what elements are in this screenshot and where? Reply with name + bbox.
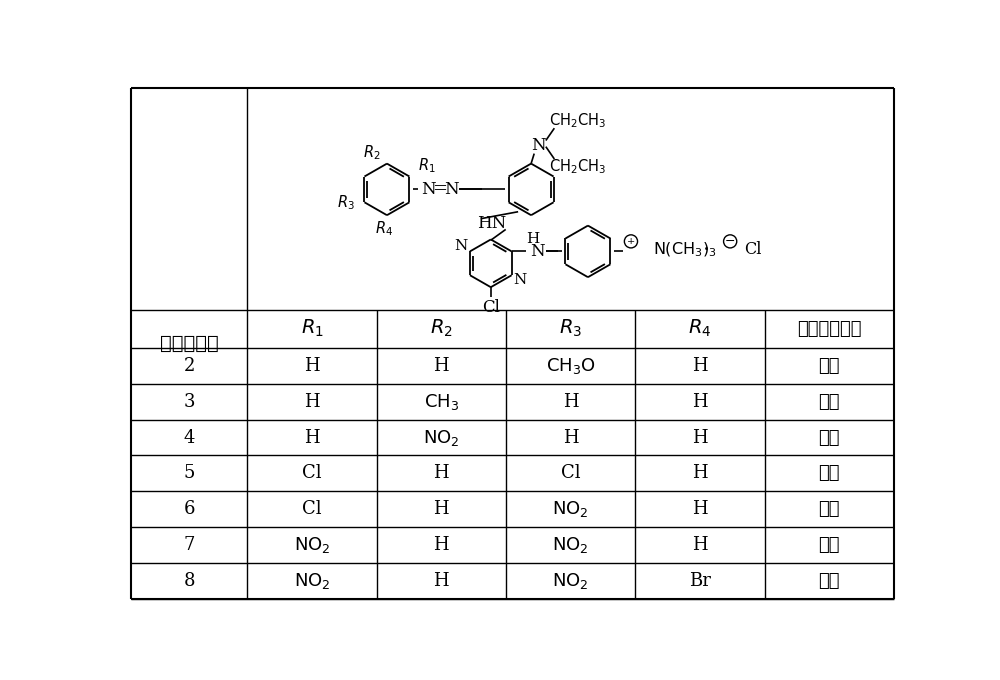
Text: H: H (563, 393, 578, 411)
Text: =: = (433, 180, 448, 198)
Text: $\mathrm{NO_2}$: $\mathrm{NO_2}$ (552, 571, 589, 591)
Text: N: N (444, 181, 459, 198)
Text: $\mathrm{CH_2CH_3}$: $\mathrm{CH_2CH_3}$ (549, 111, 606, 130)
Text: 黄色: 黄色 (818, 428, 840, 447)
Text: $R_3$: $R_3$ (559, 318, 582, 339)
Text: $\mathrm{CH_3}$: $\mathrm{CH_3}$ (424, 392, 459, 411)
Text: 羊毛上的颜色: 羊毛上的颜色 (797, 320, 861, 338)
Text: $R_2$: $R_2$ (363, 143, 380, 162)
Text: 实施例编号: 实施例编号 (160, 334, 219, 353)
Text: H: H (692, 536, 708, 554)
Text: H: H (563, 428, 578, 447)
Text: H: H (304, 428, 320, 447)
Text: $\mathrm{NO_2}$: $\mathrm{NO_2}$ (552, 535, 589, 555)
Text: $\mathrm{CH_3O}$: $\mathrm{CH_3O}$ (546, 356, 596, 376)
Text: $R_1$: $R_1$ (418, 156, 435, 175)
Text: H: H (692, 428, 708, 447)
Text: N: N (530, 243, 544, 260)
Text: 紫色: 紫色 (818, 500, 840, 518)
Text: H: H (304, 357, 320, 375)
Text: $R_4$: $R_4$ (375, 220, 393, 239)
Text: N: N (532, 137, 546, 154)
Text: $\mathrm{NO_2}$: $\mathrm{NO_2}$ (423, 428, 460, 447)
Text: Cl: Cl (302, 464, 322, 482)
Text: 蓝色: 蓝色 (818, 572, 840, 590)
Text: 8: 8 (184, 572, 195, 590)
Text: H: H (304, 393, 320, 411)
Text: 红色: 红色 (818, 464, 840, 482)
Text: $R_3$: $R_3$ (337, 193, 355, 211)
Text: H: H (434, 572, 449, 590)
Text: H: H (434, 357, 449, 375)
Text: $\mathrm{N(CH_3)_3}$: $\mathrm{N(CH_3)_3}$ (653, 241, 716, 259)
Text: H: H (434, 500, 449, 518)
Text: −: − (725, 235, 735, 248)
Text: $R_1$: $R_1$ (301, 318, 324, 339)
Text: 2: 2 (184, 357, 195, 375)
Text: Br: Br (689, 572, 711, 590)
Text: 5: 5 (184, 464, 195, 482)
Text: H: H (692, 500, 708, 518)
Text: H: H (692, 464, 708, 482)
Text: $\mathrm{CH_2CH_3}$: $\mathrm{CH_2CH_3}$ (549, 157, 606, 176)
Text: H: H (526, 232, 539, 246)
Text: $R_2$: $R_2$ (430, 318, 453, 339)
Text: Cl: Cl (482, 299, 500, 316)
Text: ·: · (703, 239, 710, 261)
Text: 4: 4 (184, 428, 195, 447)
Text: +: + (627, 237, 635, 246)
Text: N: N (514, 273, 527, 287)
Text: 黄色: 黄色 (818, 393, 840, 411)
Text: $\mathrm{NO_2}$: $\mathrm{NO_2}$ (552, 499, 589, 519)
Text: N: N (421, 181, 436, 198)
Text: 3: 3 (184, 393, 195, 411)
Text: $R_4$: $R_4$ (688, 318, 712, 339)
Text: Cl: Cl (302, 500, 322, 518)
Text: 6: 6 (184, 500, 195, 518)
Text: H: H (434, 464, 449, 482)
Text: H: H (434, 536, 449, 554)
Text: H: H (692, 357, 708, 375)
Text: 蓝色: 蓝色 (818, 536, 840, 554)
Text: $\mathrm{NO_2}$: $\mathrm{NO_2}$ (294, 535, 330, 555)
Text: N: N (455, 239, 468, 254)
Text: H: H (692, 393, 708, 411)
Text: 7: 7 (184, 536, 195, 554)
Text: 黄色: 黄色 (818, 357, 840, 375)
Text: Cl: Cl (561, 464, 580, 482)
Text: HN: HN (477, 215, 506, 232)
Text: $\mathrm{NO_2}$: $\mathrm{NO_2}$ (294, 571, 330, 591)
Text: Cl: Cl (744, 241, 762, 258)
